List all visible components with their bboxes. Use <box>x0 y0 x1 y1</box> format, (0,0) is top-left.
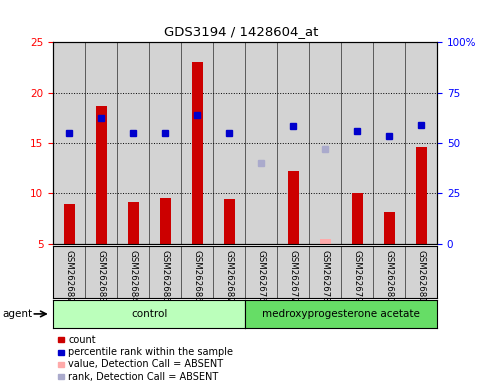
Bar <box>277 42 309 244</box>
Bar <box>64 204 75 244</box>
Bar <box>213 42 245 244</box>
Text: value, Detection Call = ABSENT: value, Detection Call = ABSENT <box>68 359 223 369</box>
Text: rank, Detection Call = ABSENT: rank, Detection Call = ABSENT <box>68 372 218 382</box>
Text: GSM262680: GSM262680 <box>384 250 394 303</box>
Text: medroxyprogesterone acetate: medroxyprogesterone acetate <box>262 309 420 319</box>
Bar <box>245 42 277 244</box>
Bar <box>405 42 437 244</box>
Bar <box>96 106 107 244</box>
Bar <box>117 42 149 244</box>
Bar <box>384 212 395 244</box>
Text: GSM262684: GSM262684 <box>128 250 138 303</box>
Bar <box>128 202 139 244</box>
Text: GDS3194 / 1428604_at: GDS3194 / 1428604_at <box>164 25 319 38</box>
Bar <box>309 42 341 244</box>
Text: control: control <box>131 309 167 319</box>
Bar <box>224 200 235 244</box>
Text: agent: agent <box>2 309 32 319</box>
Bar <box>159 199 170 244</box>
Bar <box>53 42 85 244</box>
Text: GSM262685: GSM262685 <box>161 250 170 303</box>
Bar <box>149 42 181 244</box>
Text: GSM262686: GSM262686 <box>193 250 201 303</box>
Bar <box>85 42 117 244</box>
Bar <box>352 194 363 244</box>
Text: percentile rank within the sample: percentile rank within the sample <box>68 347 233 357</box>
Bar <box>341 42 373 244</box>
Text: GSM262677: GSM262677 <box>289 250 298 303</box>
Text: GSM262678: GSM262678 <box>321 250 329 303</box>
Bar <box>320 239 331 244</box>
Text: GSM262682: GSM262682 <box>65 250 73 303</box>
Bar <box>192 62 203 244</box>
Text: GSM262676: GSM262676 <box>256 250 266 303</box>
Text: GSM262687: GSM262687 <box>225 250 234 303</box>
Bar <box>373 42 405 244</box>
Text: count: count <box>68 335 96 345</box>
Text: GSM262683: GSM262683 <box>97 250 106 303</box>
Bar <box>287 171 298 244</box>
Bar <box>415 147 426 244</box>
Text: GSM262681: GSM262681 <box>417 250 426 303</box>
Text: GSM262679: GSM262679 <box>353 250 362 303</box>
Bar <box>181 42 213 244</box>
